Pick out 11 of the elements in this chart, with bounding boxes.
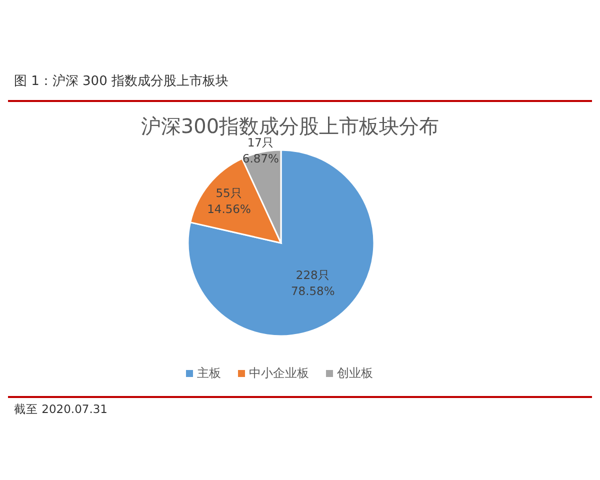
text: 截至 2020.07.31 [14,402,108,416]
legend-label: 创业板 [337,366,373,380]
text: 14.56% [207,202,251,216]
text: 17只 [247,135,274,150]
text: 228只 [296,268,330,282]
chart-subtitle: 沪深300指数成分股上市板块分布 [140,114,440,138]
legend-label: 中小企业板 [249,366,309,380]
chart-title: 图 1：沪深 300 指数成分股上市板块 [14,73,228,89]
legend-label: 主板 [197,366,221,380]
text: 78.58% [290,284,335,298]
text: 55只 [216,186,242,200]
